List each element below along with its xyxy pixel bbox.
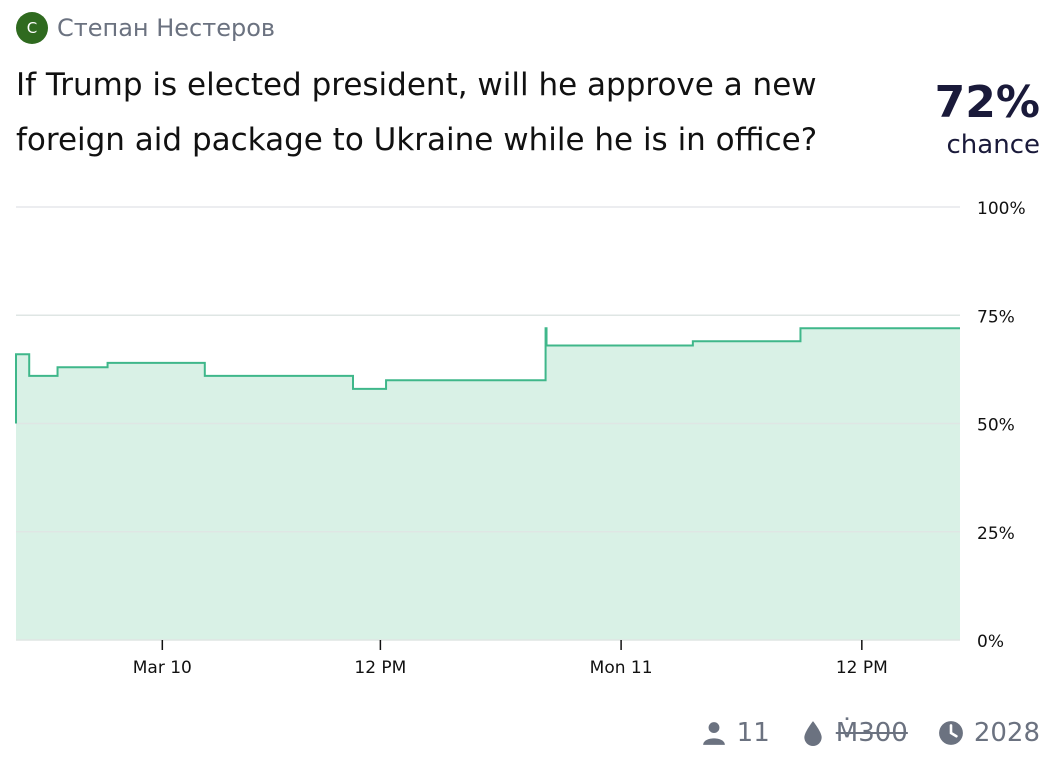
droplet-icon xyxy=(804,721,822,746)
traders-stat: 11 xyxy=(701,718,770,748)
probability-chart[interactable]: 100% 75% 50% 25% 0% Mar 10 12 PM Mon 11 12 PM xyxy=(0,190,1062,690)
y-tick-label: 75% xyxy=(977,307,1015,327)
author-avatar[interactable]: C xyxy=(16,12,48,44)
user-icon xyxy=(702,722,725,745)
y-tick-label: 50% xyxy=(977,416,1015,436)
y-tick-label: 0% xyxy=(977,632,1004,652)
x-tick-label: Mon 11 xyxy=(590,658,653,678)
probability-line xyxy=(15,327,960,424)
volume-amount: Ṁ300 xyxy=(835,718,908,748)
author-name[interactable]: Степан Нестеров xyxy=(57,14,276,42)
close-year: 2028 xyxy=(973,718,1040,748)
probability-display: 72% chance xyxy=(910,78,1040,162)
market-stats: 11 Ṁ300 2028 xyxy=(701,712,1040,754)
author[interactable]: C Степан Нестеров xyxy=(16,12,275,44)
y-tick-label: 100% xyxy=(977,199,1026,219)
clock-icon xyxy=(938,721,963,745)
x-tick-label: Mar 10 xyxy=(133,658,192,678)
probability-area xyxy=(16,328,960,640)
traders-count: 11 xyxy=(736,718,770,748)
volume-stat: Ṁ300 xyxy=(800,718,908,748)
x-tick-label: 12 PM xyxy=(836,658,888,678)
x-tick-label: 12 PM xyxy=(354,658,406,678)
question-title: If Trump is elected president, will he a… xyxy=(16,67,818,158)
probability-value: 72% xyxy=(934,77,1040,128)
close-date-stat: 2028 xyxy=(938,718,1040,748)
probability-label: chance xyxy=(946,130,1040,160)
y-tick-label: 25% xyxy=(977,524,1015,544)
